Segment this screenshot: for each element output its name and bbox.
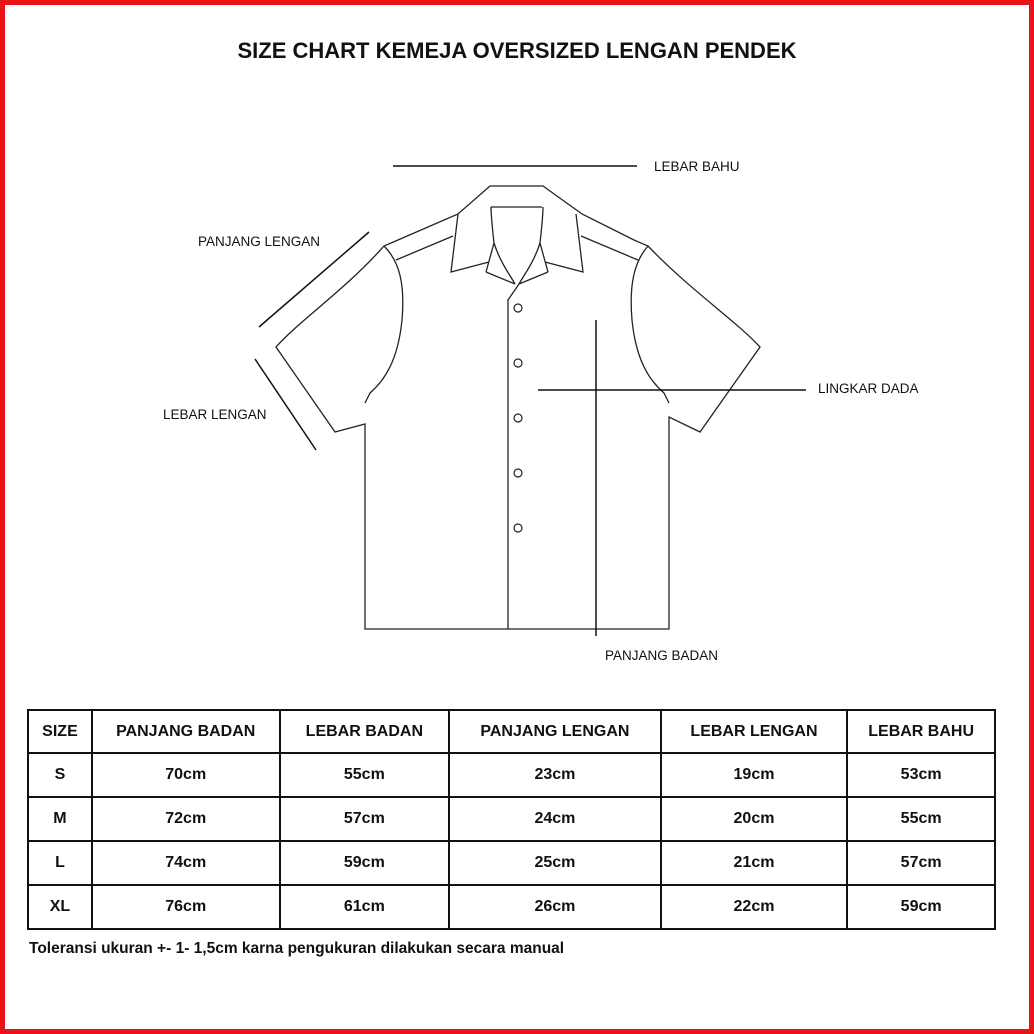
size-cell: S (27, 752, 93, 798)
table-cell: 53cm (846, 752, 996, 798)
header-cell: LEBAR BADAN (278, 709, 451, 754)
label-lebar-bahu: LEBAR BAHU (654, 159, 740, 174)
shirt-outline (275, 185, 761, 630)
table-cell: 23cm (448, 752, 662, 798)
table-cell: 19cm (659, 752, 849, 798)
header-cell: PANJANG LENGAN (448, 709, 662, 754)
table-cell: 76cm (90, 884, 281, 930)
header-cell: LEBAR BAHU (846, 709, 996, 754)
measurement-lines (254, 165, 806, 636)
size-cell: L (27, 840, 93, 886)
table-cell: 24cm (448, 796, 662, 842)
table-cell: 55cm (278, 752, 451, 798)
table-cell: 21cm (659, 840, 849, 886)
table-cell: 26cm (448, 884, 662, 930)
table-row: S 70cm 55cm 23cm 19cm 53cm (27, 752, 996, 798)
label-lingkar-dada: LINGKAR DADA (818, 381, 919, 396)
table-cell: 57cm (278, 796, 451, 842)
table-cell: 55cm (846, 796, 996, 842)
header-cell: PANJANG BADAN (90, 709, 281, 754)
table-cell: 22cm (659, 884, 849, 930)
table-row: L 74cm 59cm 25cm 21cm 57cm (27, 840, 996, 886)
page-title: SIZE CHART KEMEJA OVERSIZED LENGAN PENDE… (237, 38, 797, 63)
table-cell: 59cm (846, 884, 996, 930)
table-cell: 25cm (448, 840, 662, 886)
table-cell: 74cm (90, 840, 281, 886)
buttons (513, 303, 523, 533)
table-cell: 57cm (846, 840, 996, 886)
label-lebar-lengan: LEBAR LENGAN (163, 407, 267, 422)
header-cell: LEBAR LENGAN (659, 709, 849, 754)
table-cell: 20cm (659, 796, 849, 842)
table-row: M 72cm 57cm 24cm 20cm 55cm (27, 796, 996, 842)
header-cell: SIZE (27, 709, 93, 754)
size-cell: XL (27, 884, 93, 930)
label-panjang-lengan: PANJANG LENGAN (198, 234, 321, 249)
table-header-row: SIZE PANJANG BADAN LEBAR BADAN PANJANG L… (27, 709, 996, 754)
table-row: XL 76cm 61cm 26cm 22cm 59cm (27, 884, 996, 930)
table-cell: 70cm (90, 752, 281, 798)
table-cell: 59cm (278, 840, 451, 886)
table-cell: 61cm (278, 884, 451, 930)
label-panjang-badan: PANJANG BADAN (605, 648, 719, 663)
size-table: SIZE PANJANG BADAN LEBAR BADAN PANJANG L… (27, 709, 996, 930)
tolerance-note: Toleransi ukuran +- 1- 1,5cm karna pengu… (29, 940, 565, 957)
table-cell: 72cm (90, 796, 281, 842)
shirt-diagram (254, 165, 806, 636)
size-cell: M (27, 796, 93, 842)
